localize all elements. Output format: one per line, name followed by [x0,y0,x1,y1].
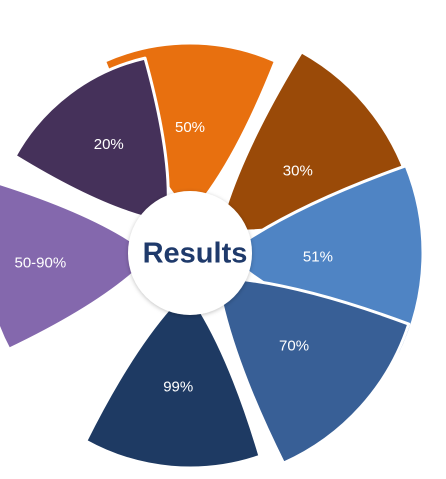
petal-5 [0,182,137,351]
petal-label-0: 50% [175,119,205,136]
petal-label-6: 20% [94,136,124,153]
petal-label-2: 51% [303,248,333,265]
petal-label-3: 70% [279,338,309,355]
petal-6 [13,56,170,219]
petal-label-4: 99% [163,378,193,395]
petal-2 [243,164,425,357]
center-label: Results [143,238,248,270]
petal-3 [220,277,411,465]
petal-label-1: 30% [283,163,313,180]
center-circle [128,191,252,315]
petal-4 [84,306,262,470]
petal-label-5: 50-90% [15,254,67,271]
center-hub: Results [128,191,252,315]
